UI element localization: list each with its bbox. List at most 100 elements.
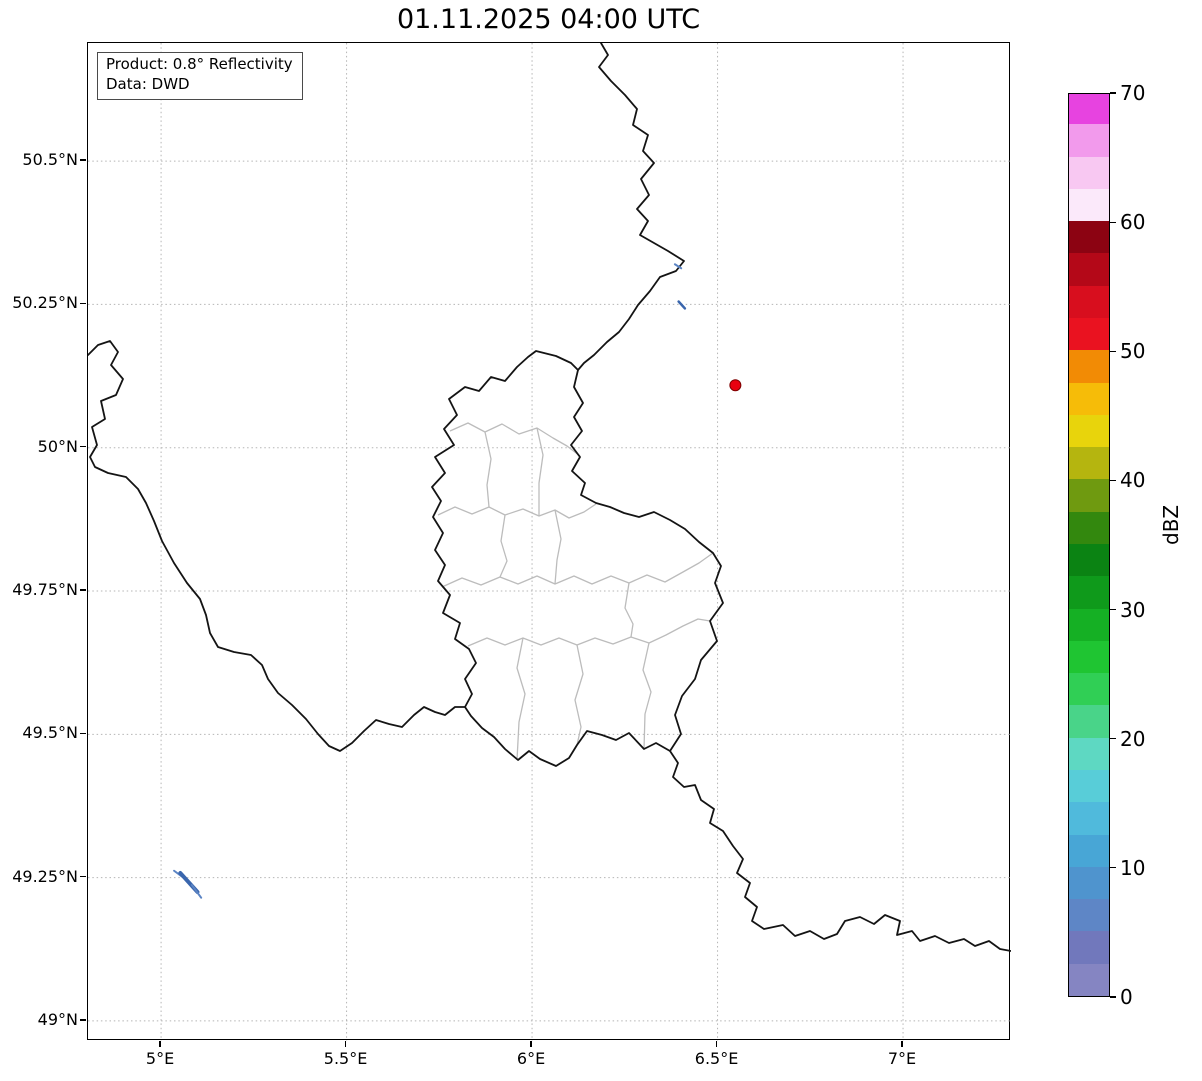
y-tick-label: 49.75°N <box>12 580 78 599</box>
colorbar-tick-label: 50 <box>1120 339 1146 364</box>
colorbar-segment <box>1069 446 1109 480</box>
colorbar-segment <box>1069 575 1109 609</box>
colorbar-segment <box>1069 188 1109 222</box>
colorbar-segment <box>1069 511 1109 544</box>
canton-border <box>484 431 492 508</box>
colorbar-tick-mark <box>1110 738 1116 740</box>
colorbar-segment <box>1069 478 1109 512</box>
colorbar-tick-mark <box>1110 479 1116 482</box>
product-line: Product: 0.8° Reflectivity <box>106 55 293 73</box>
belgium-france-border <box>88 340 466 752</box>
y-tick-label: 49°N <box>37 1009 78 1029</box>
y-tick-mark <box>80 876 86 878</box>
colorbar-tick-label: 10 <box>1120 855 1146 880</box>
luxembourg-border <box>431 350 724 767</box>
radar-site-marker <box>729 379 742 392</box>
canton-border <box>499 514 508 578</box>
x-tick-label: 7°E <box>887 1049 917 1068</box>
radar-echo <box>677 300 687 310</box>
colorbar-segment <box>1069 317 1109 351</box>
y-tick-label: 50°N <box>37 436 78 456</box>
colorbar-segment <box>1069 543 1109 577</box>
colorbar-segment <box>1069 155 1109 189</box>
x-tick-mark <box>715 1041 718 1047</box>
colorbar-segment <box>1069 898 1109 932</box>
y-tick-mark <box>80 589 86 591</box>
colorbar-segment <box>1069 381 1109 415</box>
canton-border <box>574 644 584 746</box>
colorbar-tick-label: 30 <box>1120 597 1146 622</box>
colorbar-tick-label: 60 <box>1120 210 1146 235</box>
data-source-line: Data: DWD <box>106 74 190 93</box>
figure-title: 01.11.2025 04:00 UTC <box>396 4 701 35</box>
product-info-box: Product: 0.8° Reflectivity Data: DWD <box>97 52 303 100</box>
canton-border <box>467 618 711 647</box>
colorbar-tick-label: 20 <box>1120 726 1146 751</box>
colorbar-segment <box>1069 607 1109 641</box>
luxembourg-canton-borders <box>437 422 714 761</box>
x-tick-label: 6.5°E <box>694 1049 739 1068</box>
colorbar-tick-mark <box>1110 92 1116 94</box>
colorbar-segment <box>1069 866 1109 900</box>
colorbar-segment <box>1069 94 1109 125</box>
radar-echo <box>673 263 683 270</box>
x-tick-label: 5.5°E <box>323 1049 368 1068</box>
colorbar <box>1068 93 1110 997</box>
colorbar-tick-label: 40 <box>1120 468 1146 493</box>
canton-border <box>437 503 597 519</box>
radar-echoes <box>173 263 687 899</box>
colorbar-segment <box>1069 349 1109 383</box>
map-svg <box>88 43 1011 1041</box>
canton-border <box>516 637 526 761</box>
colorbar-segment <box>1069 769 1109 803</box>
colorbar-tick-mark <box>1110 608 1116 611</box>
canton-border <box>642 642 652 750</box>
x-tick-mark <box>344 1041 347 1047</box>
country-borders <box>88 43 1011 952</box>
y-tick-mark <box>80 446 86 448</box>
x-tick-mark <box>159 1041 161 1047</box>
gridlines <box>88 43 1011 1041</box>
colorbar-tick-mark <box>1110 221 1116 223</box>
y-tick-mark <box>80 1019 86 1021</box>
colorbar-tick-label: 70 <box>1120 81 1146 105</box>
colorbar-segment <box>1069 737 1109 770</box>
y-tick-label: 49.25°N <box>12 866 78 886</box>
colorbar-segment <box>1069 963 1109 996</box>
colorbar-tick-label: 0 <box>1120 985 1133 1009</box>
belgium-germany-border <box>577 43 685 371</box>
y-tick-mark <box>80 302 86 304</box>
canton-border <box>449 422 581 457</box>
x-tick-label: 6°E <box>516 1049 546 1068</box>
colorbar-segment <box>1069 640 1109 674</box>
colorbar-segment <box>1069 801 1109 835</box>
colorbar-tick-mark <box>1110 996 1116 998</box>
x-tick-mark <box>530 1041 532 1047</box>
colorbar-segment <box>1069 252 1109 286</box>
colorbar-segment <box>1069 285 1109 318</box>
map-plot-area: Product: 0.8° Reflectivity Data: DWD <box>87 42 1011 1041</box>
colorbar-segment <box>1069 123 1109 157</box>
colorbar-segment <box>1069 930 1109 964</box>
y-tick-mark <box>80 732 86 734</box>
x-tick-mark <box>901 1041 903 1047</box>
radar-echo <box>190 884 203 899</box>
y-tick-label: 50.25°N <box>12 293 78 313</box>
colorbar-segment <box>1069 220 1109 254</box>
canton-border <box>624 582 634 638</box>
colorbar-segment <box>1069 672 1109 706</box>
y-tick-label: 49.5°N <box>22 723 78 743</box>
colorbar-segment <box>1069 833 1109 867</box>
france-germany-border <box>669 750 1011 952</box>
canton-border <box>536 427 544 516</box>
y-tick-mark <box>80 159 86 161</box>
canton-border <box>441 552 714 588</box>
colorbar-segment <box>1069 414 1109 448</box>
x-tick-label: 5°E <box>145 1049 175 1068</box>
colorbar-segment <box>1069 704 1109 738</box>
colorbar-tick-mark <box>1110 350 1116 352</box>
colorbar-segments <box>1069 94 1109 996</box>
y-tick-label: 50.5°N <box>22 150 78 170</box>
colorbar-tick-mark <box>1110 867 1116 869</box>
